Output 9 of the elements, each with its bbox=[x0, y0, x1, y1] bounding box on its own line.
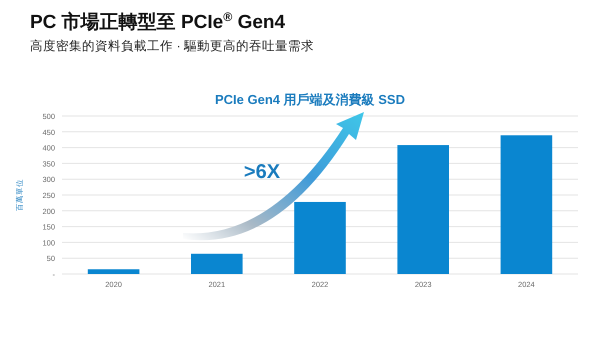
bar bbox=[191, 254, 243, 274]
bar bbox=[397, 145, 449, 274]
chart-subtitle: 高度密集的資料負載工作 · 驅動更高的吞吐量需求 bbox=[30, 38, 314, 53]
chart-title: PC 市場正轉型至 PCIe$^{®}$ Gen4 bbox=[30, 10, 286, 33]
bar bbox=[88, 269, 140, 274]
text: PCIe Gen4 用戶端及消費級 SSD bbox=[215, 92, 405, 107]
bar bbox=[294, 202, 346, 274]
annotation: >6X bbox=[244, 161, 281, 183]
bar bbox=[500, 135, 552, 274]
